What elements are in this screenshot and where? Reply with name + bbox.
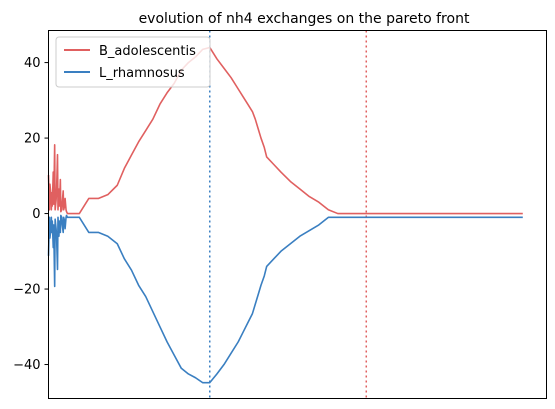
y-tick-label: −20 [13, 283, 40, 298]
plot-area [47, 30, 523, 399]
chart-title: evolution of nh4 exchanges on the pareto… [139, 11, 470, 27]
legend-label-b-adolescentis: B_adolescentis [99, 44, 196, 59]
series-line-l-rhamnosus [47, 214, 523, 384]
legend: B_adolescentis L_rhamnosus [55, 36, 211, 88]
y-axis: −40 −20 0 20 40 [13, 56, 49, 373]
y-tick-label: 20 [24, 132, 41, 147]
legend-frame [55, 36, 211, 88]
legend-label-l-rhamnosus: L_rhamnosus [99, 66, 185, 81]
plot-frame [48, 30, 547, 399]
series-line-b-adolescentis [47, 46, 523, 215]
y-tick-label: −40 [13, 358, 40, 373]
y-tick-label: 0 [32, 207, 40, 222]
y-tick-label: 40 [24, 56, 41, 71]
